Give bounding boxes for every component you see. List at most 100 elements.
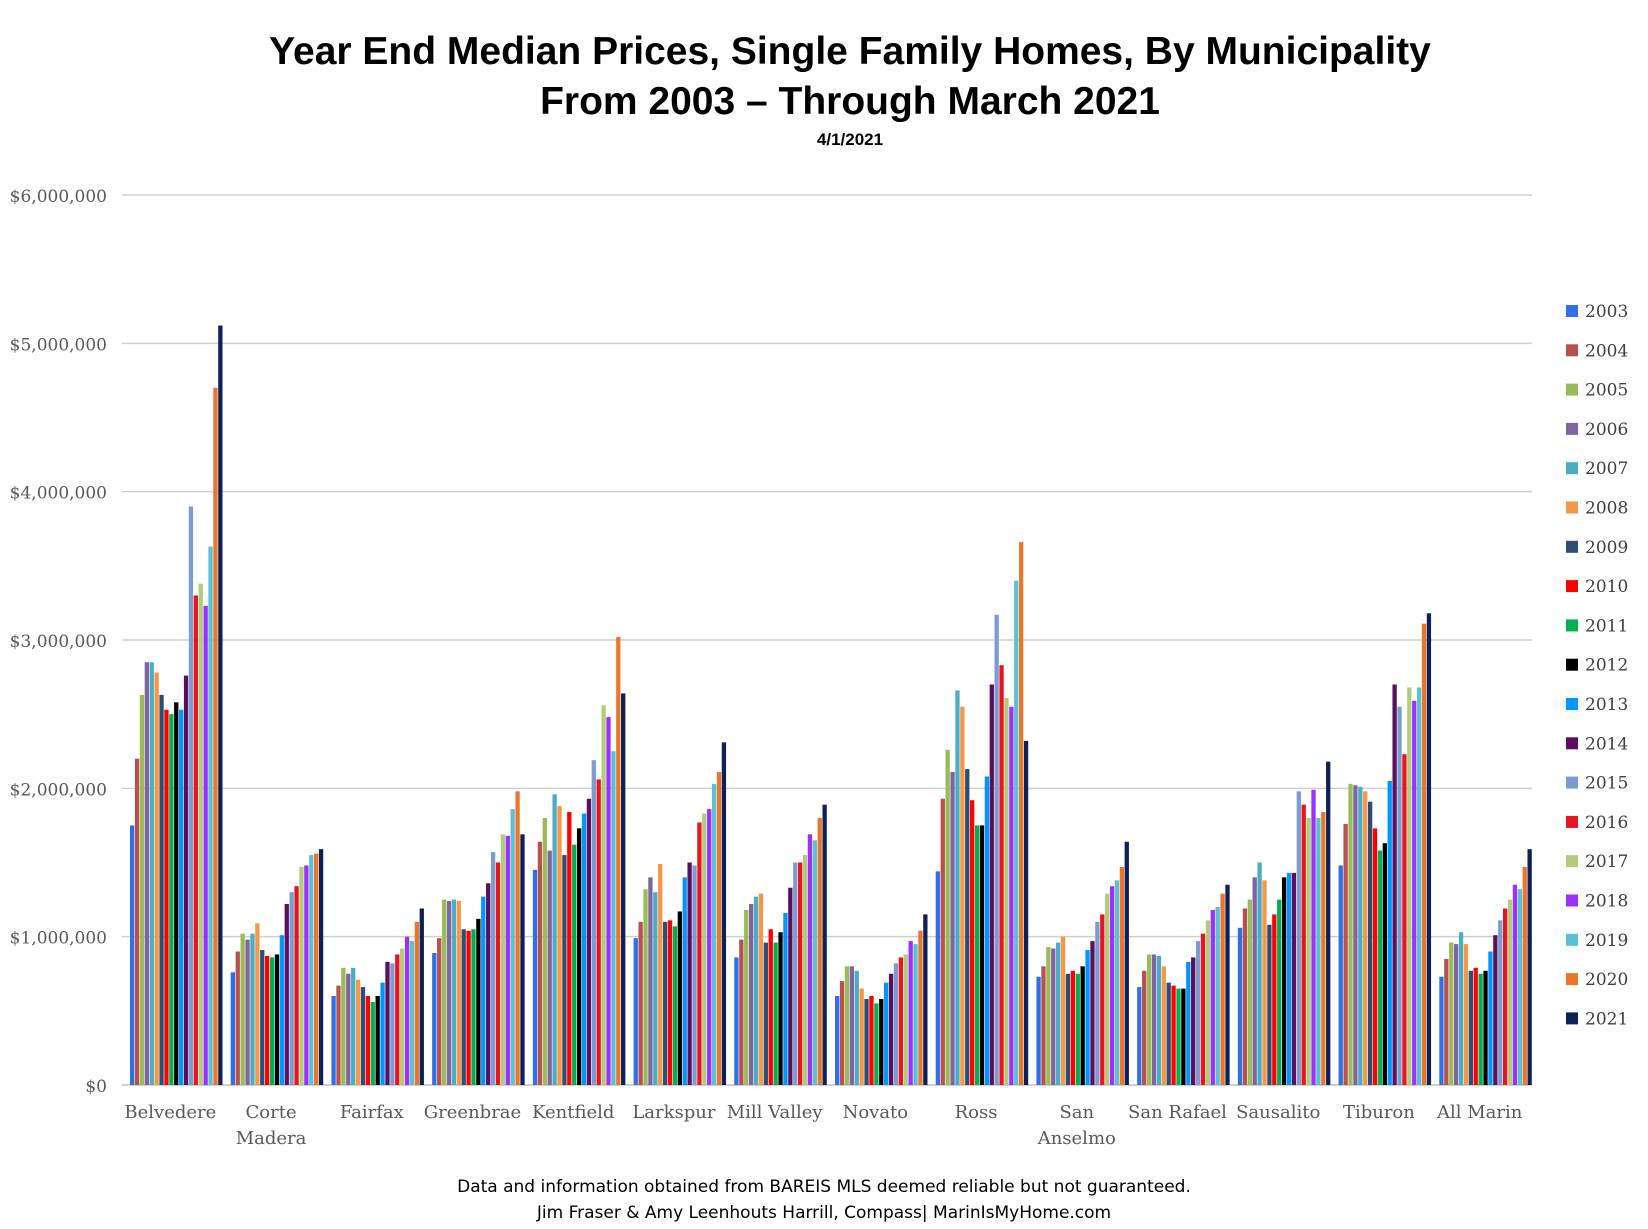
bar-2020 [918, 930, 923, 1085]
bar-2020 [1220, 893, 1225, 1085]
legend-label: 2004 [1585, 341, 1628, 361]
bar-2019 [1114, 880, 1120, 1085]
legend-label: 2017 [1585, 852, 1628, 872]
bar-2005 [1449, 942, 1454, 1085]
bar-2017 [1004, 697, 1009, 1085]
bar-2016 [495, 862, 501, 1085]
bar-2018 [1210, 909, 1215, 1085]
legend-swatch [1566, 422, 1578, 435]
bar-2014 [284, 904, 289, 1085]
bar-2012 [576, 828, 582, 1085]
bar-2009 [360, 987, 366, 1085]
bar-2011 [269, 957, 275, 1085]
bar-2018 [908, 941, 913, 1085]
bar-2013 [179, 709, 184, 1085]
bar-2007 [1257, 862, 1262, 1085]
bar-2004 [437, 938, 442, 1085]
bar-2009 [461, 929, 466, 1085]
bar-2009 [1065, 973, 1071, 1085]
bar-2021 [923, 914, 928, 1085]
bar-2010 [164, 709, 169, 1085]
bar-2015 [793, 862, 798, 1085]
bar-2015 [1195, 941, 1201, 1085]
bar-2013 [279, 935, 285, 1085]
bar-2011 [169, 714, 174, 1085]
bar-2006 [1353, 785, 1358, 1085]
bar-2010 [1272, 914, 1277, 1085]
bar-2018 [304, 865, 309, 1085]
bar-2011 [1377, 850, 1383, 1085]
bar-2013 [581, 813, 587, 1085]
bar-2016 [999, 665, 1004, 1085]
bar-2006 [748, 904, 754, 1085]
bar-2014 [1090, 941, 1095, 1085]
y-tick-label: $6,000,000 [10, 187, 107, 207]
bar-2019 [1316, 818, 1321, 1085]
bar-2008 [658, 863, 663, 1085]
bar-2020 [616, 637, 621, 1085]
legend-label: 2015 [1585, 774, 1628, 794]
legend-label: 2018 [1585, 892, 1628, 912]
bar-2017 [702, 813, 707, 1085]
bar-2017 [299, 866, 304, 1085]
x-tick-label: All Marin [1436, 1102, 1523, 1123]
legend-swatch [1566, 698, 1578, 710]
bar-2005 [1348, 783, 1353, 1085]
footer-credits: Jim Fraser & Amy Leenhouts Harrill, Comp… [536, 1203, 1112, 1223]
bar-2010 [970, 800, 975, 1085]
bar-2007 [1056, 942, 1061, 1085]
bar-2018 [1109, 886, 1115, 1085]
bar-2009 [965, 769, 970, 1085]
bar-2016 [1301, 804, 1306, 1085]
bar-2008 [154, 672, 159, 1085]
legend-swatch [1566, 855, 1578, 868]
bar-2004 [134, 758, 140, 1085]
bar-2012 [375, 996, 380, 1085]
bar-2003 [1237, 927, 1243, 1085]
bar-2017 [1105, 893, 1110, 1085]
bar-2021 [218, 325, 223, 1085]
bar-2018 [807, 834, 813, 1085]
bar-2003 [230, 972, 236, 1085]
bar-2011 [471, 929, 476, 1085]
bar-2015 [188, 506, 194, 1085]
bar-2019 [510, 809, 515, 1085]
y-axis-labels: $0 $1,000,000 $2,000,000 $3,000,000 $4,000,0… [10, 187, 107, 1097]
bar-2020 [817, 818, 822, 1085]
bar-2003 [1338, 865, 1343, 1085]
bar-2019 [1416, 687, 1422, 1085]
bar-2006 [144, 662, 149, 1085]
legend-swatch [1566, 501, 1578, 514]
bar-2020 [1019, 542, 1024, 1085]
bar-2004 [1343, 823, 1348, 1085]
bar-2021 [520, 834, 525, 1085]
bar-2004 [1142, 970, 1147, 1085]
bar-2013 [1286, 872, 1292, 1085]
bar-2018 [1311, 789, 1316, 1085]
bar-2003 [1439, 976, 1444, 1085]
bar-2008 [1262, 880, 1267, 1085]
legend-label: 2014 [1585, 734, 1628, 754]
bar-2014 [1191, 957, 1196, 1085]
bar-2013 [1085, 950, 1090, 1085]
bar-2006 [245, 939, 250, 1085]
bar-2012 [1281, 877, 1287, 1085]
bar-2011 [1176, 988, 1181, 1085]
bar-2007 [1458, 932, 1464, 1085]
legend-swatch [1566, 973, 1578, 986]
bar-2012 [174, 702, 179, 1085]
bar-2011 [1277, 899, 1282, 1085]
bar-2011 [1075, 973, 1080, 1085]
bar-2010 [466, 930, 471, 1085]
bar-2021 [1225, 884, 1230, 1085]
bar-2007 [955, 690, 960, 1085]
bar-2012 [879, 998, 884, 1085]
bar-2021 [1124, 841, 1129, 1085]
bar-2011 [1478, 973, 1483, 1085]
bar-2003 [432, 952, 437, 1085]
bar-2009 [662, 921, 668, 1085]
x-tick-label: Madera [236, 1128, 307, 1149]
bar-2008 [557, 806, 562, 1085]
bar-2013 [884, 982, 889, 1085]
bar-2016 [1100, 914, 1105, 1085]
